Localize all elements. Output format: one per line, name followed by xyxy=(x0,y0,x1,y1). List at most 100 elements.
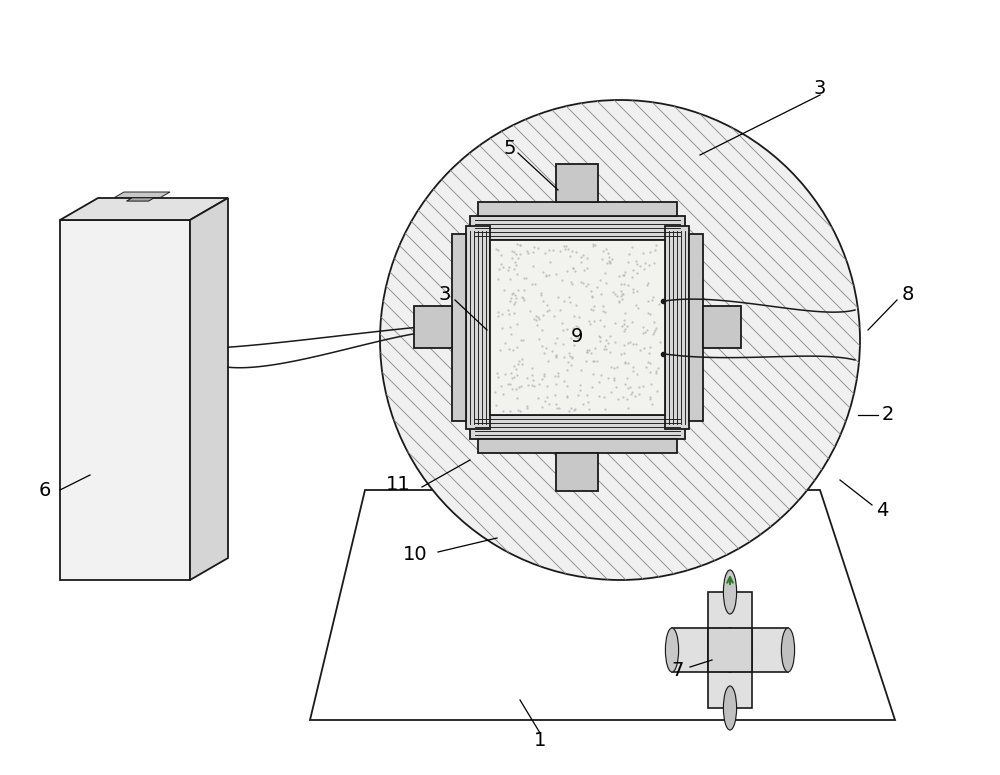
Point xyxy=(601,255,617,267)
Point xyxy=(504,245,520,257)
Point xyxy=(584,381,600,393)
Point xyxy=(493,380,509,392)
Polygon shape xyxy=(708,650,752,708)
Point xyxy=(549,332,565,344)
Point xyxy=(602,257,618,269)
Bar xyxy=(60,220,190,580)
Point xyxy=(591,390,607,402)
Point xyxy=(550,370,566,382)
Point xyxy=(579,346,595,359)
Point xyxy=(501,343,517,355)
Point xyxy=(513,380,529,392)
Point xyxy=(562,295,578,308)
Point xyxy=(538,269,554,281)
Point xyxy=(640,277,656,289)
Point xyxy=(585,239,601,252)
Point xyxy=(505,288,521,300)
Point xyxy=(548,377,564,390)
Point xyxy=(510,358,526,370)
Point xyxy=(611,294,627,307)
Point xyxy=(571,312,587,324)
Point xyxy=(508,363,524,375)
Point xyxy=(581,403,597,415)
Point xyxy=(606,371,622,384)
Point xyxy=(505,344,521,357)
Point xyxy=(607,317,623,329)
Point xyxy=(564,350,580,363)
Point xyxy=(587,239,603,251)
Point xyxy=(497,367,513,380)
Point xyxy=(536,367,552,380)
Point xyxy=(510,404,526,416)
Point xyxy=(504,288,520,300)
Point xyxy=(622,381,638,393)
Bar xyxy=(414,306,452,348)
Point xyxy=(502,320,518,332)
Text: 4: 4 xyxy=(876,501,888,519)
Point xyxy=(508,291,524,304)
Point xyxy=(508,259,524,271)
Point xyxy=(519,401,535,414)
Point xyxy=(503,367,519,379)
Point xyxy=(515,334,531,346)
Point xyxy=(649,384,665,397)
Point xyxy=(512,405,528,417)
Text: 2: 2 xyxy=(882,405,894,425)
Point xyxy=(525,374,541,386)
Point xyxy=(527,277,543,290)
Point xyxy=(538,270,554,282)
Point xyxy=(592,334,608,346)
Text: 8: 8 xyxy=(902,285,914,305)
Point xyxy=(528,314,544,326)
Point xyxy=(534,340,550,353)
Point xyxy=(541,244,557,257)
Point xyxy=(563,401,579,414)
Point xyxy=(546,310,562,322)
Point xyxy=(616,318,632,330)
Point xyxy=(488,243,504,255)
Point xyxy=(611,270,627,282)
Point xyxy=(547,388,563,401)
Point xyxy=(614,320,630,332)
Point xyxy=(494,322,510,335)
Text: 1: 1 xyxy=(534,731,546,749)
Point xyxy=(628,299,644,312)
Point xyxy=(635,326,651,339)
Point xyxy=(531,377,547,390)
Point xyxy=(570,321,586,333)
Point xyxy=(645,328,661,340)
Point xyxy=(519,400,535,412)
Point xyxy=(493,258,509,270)
Point xyxy=(490,244,506,257)
Point xyxy=(586,300,602,312)
Point xyxy=(539,305,555,317)
Point xyxy=(540,354,556,367)
Point xyxy=(495,260,511,273)
Point xyxy=(623,388,639,400)
Text: 9: 9 xyxy=(571,328,583,346)
Polygon shape xyxy=(114,192,170,198)
Point xyxy=(616,268,632,281)
Bar xyxy=(478,439,677,453)
Point xyxy=(537,395,553,408)
Point xyxy=(601,251,617,264)
Point xyxy=(565,262,581,274)
Point xyxy=(584,291,600,303)
Point xyxy=(559,390,575,402)
Point xyxy=(602,257,618,269)
Point xyxy=(576,264,592,276)
Point xyxy=(567,265,583,277)
Point xyxy=(511,381,527,393)
Point xyxy=(642,356,658,369)
Point xyxy=(646,257,662,269)
Point xyxy=(578,355,594,367)
Point xyxy=(490,370,506,383)
Point xyxy=(524,362,540,374)
Point xyxy=(512,247,528,260)
Point xyxy=(637,257,653,270)
Point xyxy=(640,307,656,319)
Point xyxy=(533,287,549,299)
Point xyxy=(503,328,519,340)
Point xyxy=(624,316,640,329)
Point xyxy=(506,360,522,373)
